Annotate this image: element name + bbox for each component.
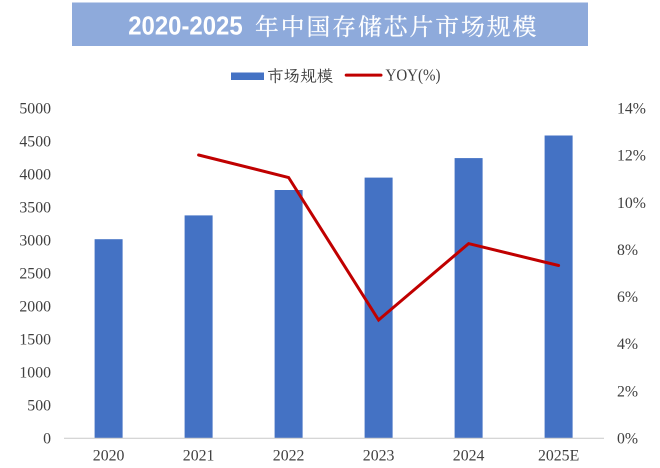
svg-text:2021: 2021 bbox=[183, 448, 215, 465]
svg-text:5000: 5000 bbox=[19, 101, 51, 118]
svg-text:2%: 2% bbox=[617, 383, 638, 400]
svg-text:12%: 12% bbox=[617, 148, 646, 165]
svg-text:500: 500 bbox=[27, 398, 51, 415]
svg-text:2020: 2020 bbox=[93, 448, 125, 465]
svg-text:2500: 2500 bbox=[19, 266, 51, 283]
svg-text:1000: 1000 bbox=[19, 365, 51, 382]
svg-text:4500: 4500 bbox=[19, 134, 51, 151]
svg-text:10%: 10% bbox=[617, 195, 646, 212]
svg-text:8%: 8% bbox=[617, 242, 638, 259]
svg-text:2000: 2000 bbox=[19, 299, 51, 316]
svg-text:4000: 4000 bbox=[19, 167, 51, 184]
svg-text:2022: 2022 bbox=[273, 448, 305, 465]
svg-text:0: 0 bbox=[43, 431, 51, 448]
svg-text:6%: 6% bbox=[617, 289, 638, 306]
svg-text:1500: 1500 bbox=[19, 332, 51, 349]
svg-text:14%: 14% bbox=[617, 101, 646, 118]
svg-text:2020-2025: 2020-2025 bbox=[128, 11, 243, 41]
svg-text:YOY(%): YOY(%) bbox=[386, 66, 441, 85]
svg-text:3500: 3500 bbox=[19, 200, 51, 217]
svg-text:2025E: 2025E bbox=[538, 448, 579, 465]
svg-text:0%: 0% bbox=[617, 431, 638, 448]
svg-text:2023: 2023 bbox=[363, 448, 395, 465]
svg-text:3000: 3000 bbox=[19, 233, 51, 250]
svg-text:4%: 4% bbox=[617, 336, 638, 353]
svg-text:2024: 2024 bbox=[453, 448, 485, 465]
